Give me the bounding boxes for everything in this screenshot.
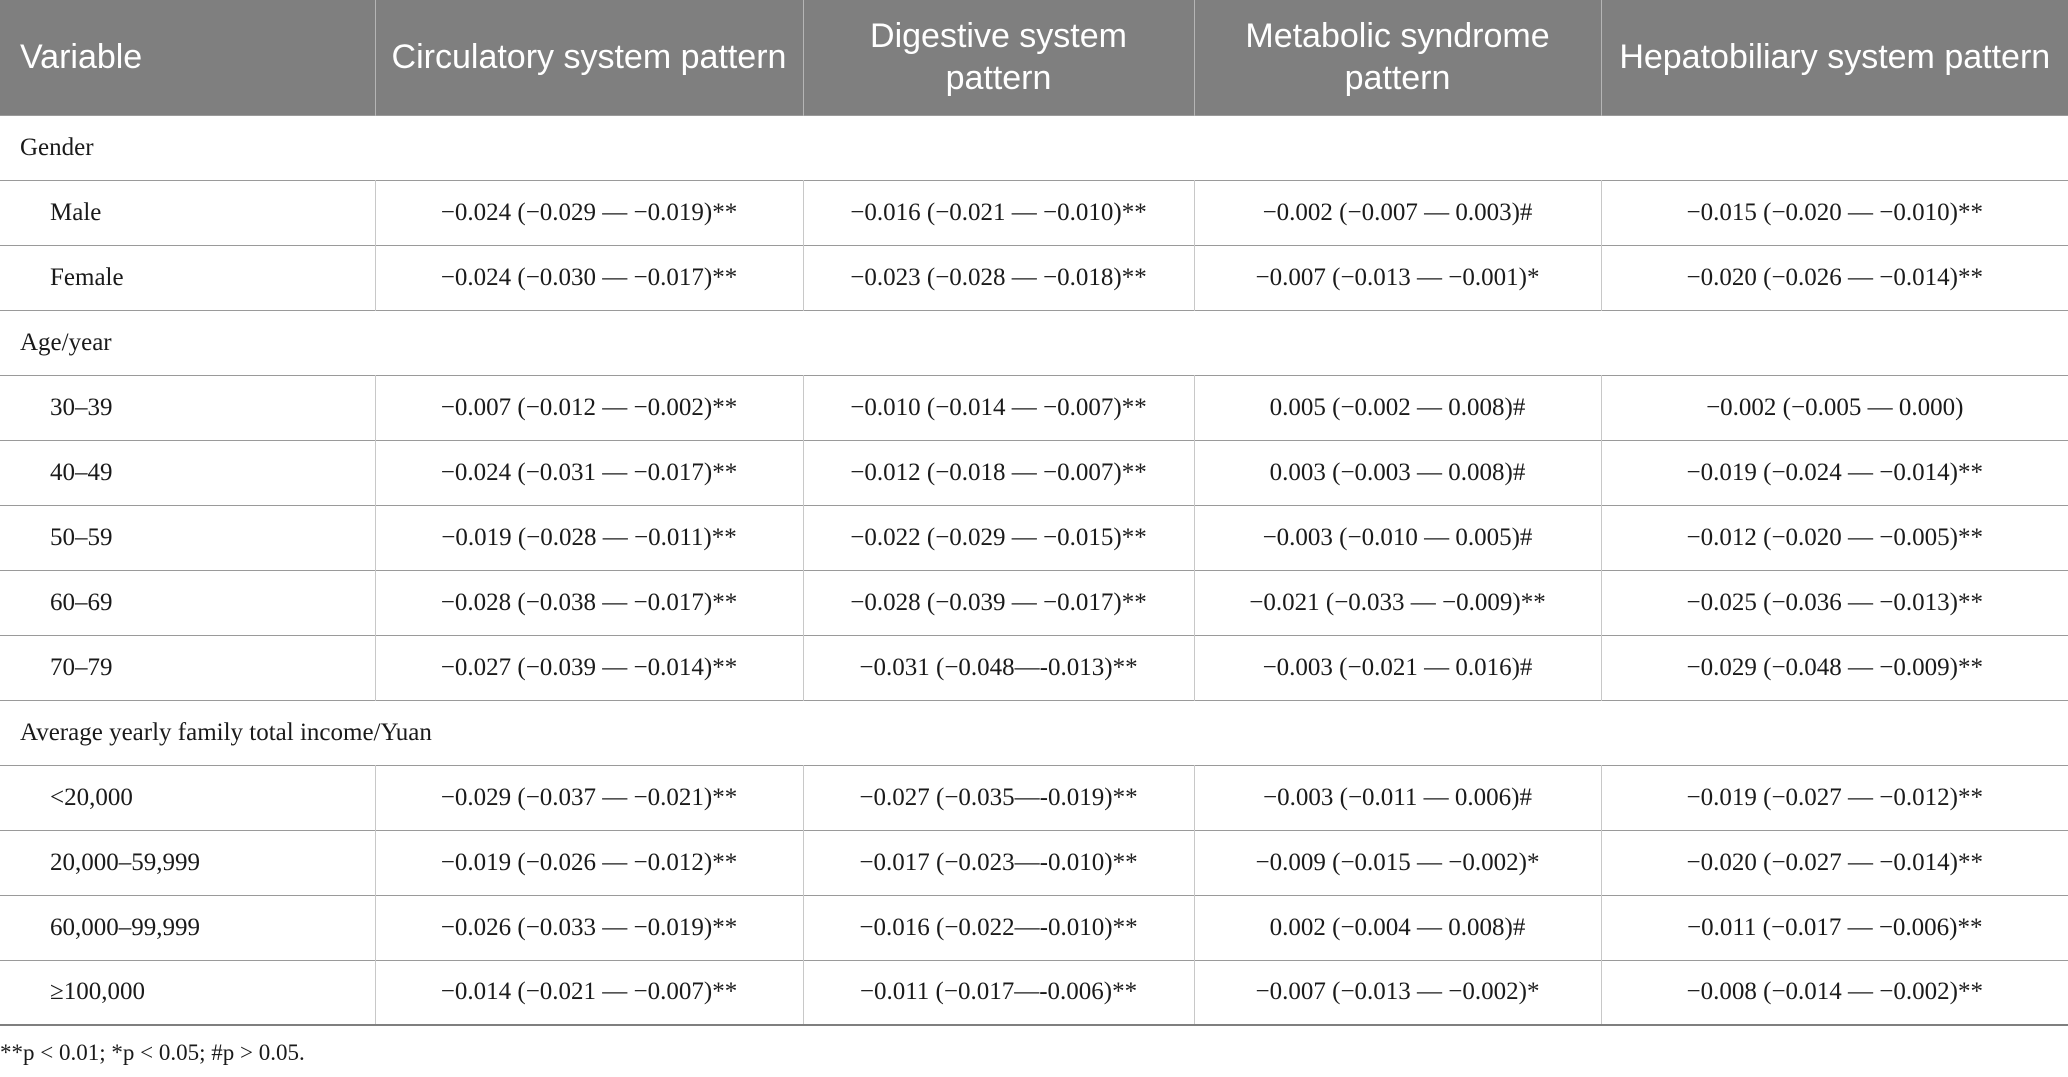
table-cell: −0.012 (−0.018 — −0.007)**	[803, 439, 1195, 505]
table-cell: −0.031 (−0.048—-0.013)**	[803, 634, 1195, 700]
row-label: <20,000	[0, 764, 376, 830]
table-cell: −0.024 (−0.029 — −0.019)**	[375, 179, 804, 245]
row-label: 30–39	[0, 374, 376, 440]
table-cell: −0.007 (−0.013 — −0.002)*	[1194, 959, 1602, 1026]
table-cell: −0.023 (−0.028 — −0.018)**	[803, 244, 1195, 310]
header-metabolic: Metabolic syndrome pattern	[1194, 0, 1602, 115]
group-row: Age/year	[0, 309, 2068, 375]
row-label: 60,000–99,999	[0, 894, 376, 960]
row-label: ≥100,000	[0, 959, 376, 1026]
row-label: 20,000–59,999	[0, 829, 376, 895]
table-cell: −0.012 (−0.020 — −0.005)**	[1601, 504, 2068, 570]
table-cell: −0.003 (−0.011 — 0.006)#	[1194, 764, 1602, 830]
table-cell: −0.021 (−0.033 — −0.009)**	[1194, 569, 1602, 635]
table-row: Female −0.024 (−0.030 — −0.017)** −0.023 (…	[0, 244, 2068, 310]
table-cell: −0.019 (−0.028 — −0.011)**	[375, 504, 804, 570]
table-cell: −0.020 (−0.027 — −0.014)**	[1601, 829, 2068, 895]
table-footnote: **p < 0.01; *p < 0.05; #p > 0.05.	[0, 1040, 305, 1065]
table-cell: −0.025 (−0.036 — −0.013)**	[1601, 569, 2068, 635]
table-row: 70–79 −0.027 (−0.039 — −0.014)** −0.031 (−…	[0, 634, 2068, 700]
table-row: 20,000–59,999 −0.019 (−0.026 — −0.012)** −…	[0, 829, 2068, 895]
table-cell: −0.029 (−0.037 — −0.021)**	[375, 764, 804, 830]
table-row: ≥100,000 −0.014 (−0.021 — −0.007)** −0.011…	[0, 959, 2068, 1026]
table-header: Variable Circulatory system pattern Dige…	[0, 0, 2068, 115]
results-table: Variable Circulatory system pattern Dige…	[0, 0, 2068, 1026]
table-row: <20,000 −0.029 (−0.037 — −0.021)** −0.027 …	[0, 764, 2068, 830]
row-label: Male	[0, 179, 376, 245]
table-cell: 0.002 (−0.004 — 0.008)#	[1194, 894, 1602, 960]
table-body: Gender Male −0.024 (−0.029 — −0.019)** −0.0…	[0, 114, 2068, 1026]
table-cell: −0.028 (−0.039 — −0.017)**	[803, 569, 1195, 635]
table-cell: −0.007 (−0.012 — −0.002)**	[375, 374, 804, 440]
table-cell: −0.010 (−0.014 — −0.007)**	[803, 374, 1195, 440]
table-cell: −0.016 (−0.022—-0.010)**	[803, 894, 1195, 960]
table-cell: −0.028 (−0.038 — −0.017)**	[375, 569, 804, 635]
table-cell: −0.016 (−0.021 — −0.010)**	[803, 179, 1195, 245]
table-cell: −0.014 (−0.021 — −0.007)**	[375, 959, 804, 1026]
table-cell: −0.029 (−0.048 — −0.009)**	[1601, 634, 2068, 700]
table-row: 40–49 −0.024 (−0.031 — −0.017)** −0.012 (−…	[0, 439, 2068, 505]
table-cell: −0.007 (−0.013 — −0.001)*	[1194, 244, 1602, 310]
table-row: 60,000–99,999 −0.026 (−0.033 — −0.019)** −…	[0, 894, 2068, 960]
table-cell: −0.003 (−0.010 — 0.005)#	[1194, 504, 1602, 570]
table-row: 50–59 −0.019 (−0.028 — −0.011)** −0.022 (−…	[0, 504, 2068, 570]
header-variable: Variable	[0, 0, 376, 115]
table-cell: 0.005 (−0.002 — 0.008)#	[1194, 374, 1602, 440]
table-cell: −0.002 (−0.007 — 0.003)#	[1194, 179, 1602, 245]
header-hepatobiliary: Hepatobiliary system pattern	[1601, 0, 2068, 115]
table-cell: −0.019 (−0.024 — −0.014)**	[1601, 439, 2068, 505]
table-cell: −0.024 (−0.031 — −0.017)**	[375, 439, 804, 505]
table-cell: −0.026 (−0.033 — −0.019)**	[375, 894, 804, 960]
header-row: Variable Circulatory system pattern Dige…	[0, 0, 2068, 115]
table-cell: 0.003 (−0.003 — 0.008)#	[1194, 439, 1602, 505]
header-circulatory: Circulatory system pattern	[375, 0, 804, 115]
table-cell: −0.011 (−0.017 — −0.006)**	[1601, 894, 2068, 960]
row-label: 60–69	[0, 569, 376, 635]
table-cell: −0.015 (−0.020 — −0.010)**	[1601, 179, 2068, 245]
table-cell: −0.019 (−0.027 — −0.012)**	[1601, 764, 2068, 830]
table-cell: −0.009 (−0.015 — −0.002)*	[1194, 829, 1602, 895]
row-label: 50–59	[0, 504, 376, 570]
table-cell: −0.027 (−0.035—-0.019)**	[803, 764, 1195, 830]
table-cell: −0.008 (−0.014 — −0.002)**	[1601, 959, 2068, 1026]
table-cell: −0.003 (−0.021 — 0.016)#	[1194, 634, 1602, 700]
header-digestive: Digestive system pattern	[803, 0, 1195, 115]
table-cell: −0.027 (−0.039 — −0.014)**	[375, 634, 804, 700]
table-row: 30–39 −0.007 (−0.012 — −0.002)** −0.010 (−…	[0, 374, 2068, 440]
group-row: Average yearly family total income/Yuan	[0, 699, 2068, 765]
group-label: Age/year	[0, 309, 2068, 375]
table-row: Male −0.024 (−0.029 — −0.019)** −0.016 (−0…	[0, 179, 2068, 245]
table-cell: −0.002 (−0.005 — 0.000)	[1601, 374, 2068, 440]
table-cell: −0.011 (−0.017—-0.006)**	[803, 959, 1195, 1026]
group-label: Average yearly family total income/Yuan	[0, 699, 2068, 765]
group-row: Gender	[0, 114, 2068, 180]
table-cell: −0.020 (−0.026 — −0.014)**	[1601, 244, 2068, 310]
row-label: Female	[0, 244, 376, 310]
table-cell: −0.024 (−0.030 — −0.017)**	[375, 244, 804, 310]
group-label: Gender	[0, 114, 2068, 180]
table-cell: −0.019 (−0.026 — −0.012)**	[375, 829, 804, 895]
row-label: 40–49	[0, 439, 376, 505]
table-cell: −0.022 (−0.029 — −0.015)**	[803, 504, 1195, 570]
row-label: 70–79	[0, 634, 376, 700]
table-cell: −0.017 (−0.023—-0.010)**	[803, 829, 1195, 895]
table-row: 60–69 −0.028 (−0.038 — −0.017)** −0.028 (−…	[0, 569, 2068, 635]
